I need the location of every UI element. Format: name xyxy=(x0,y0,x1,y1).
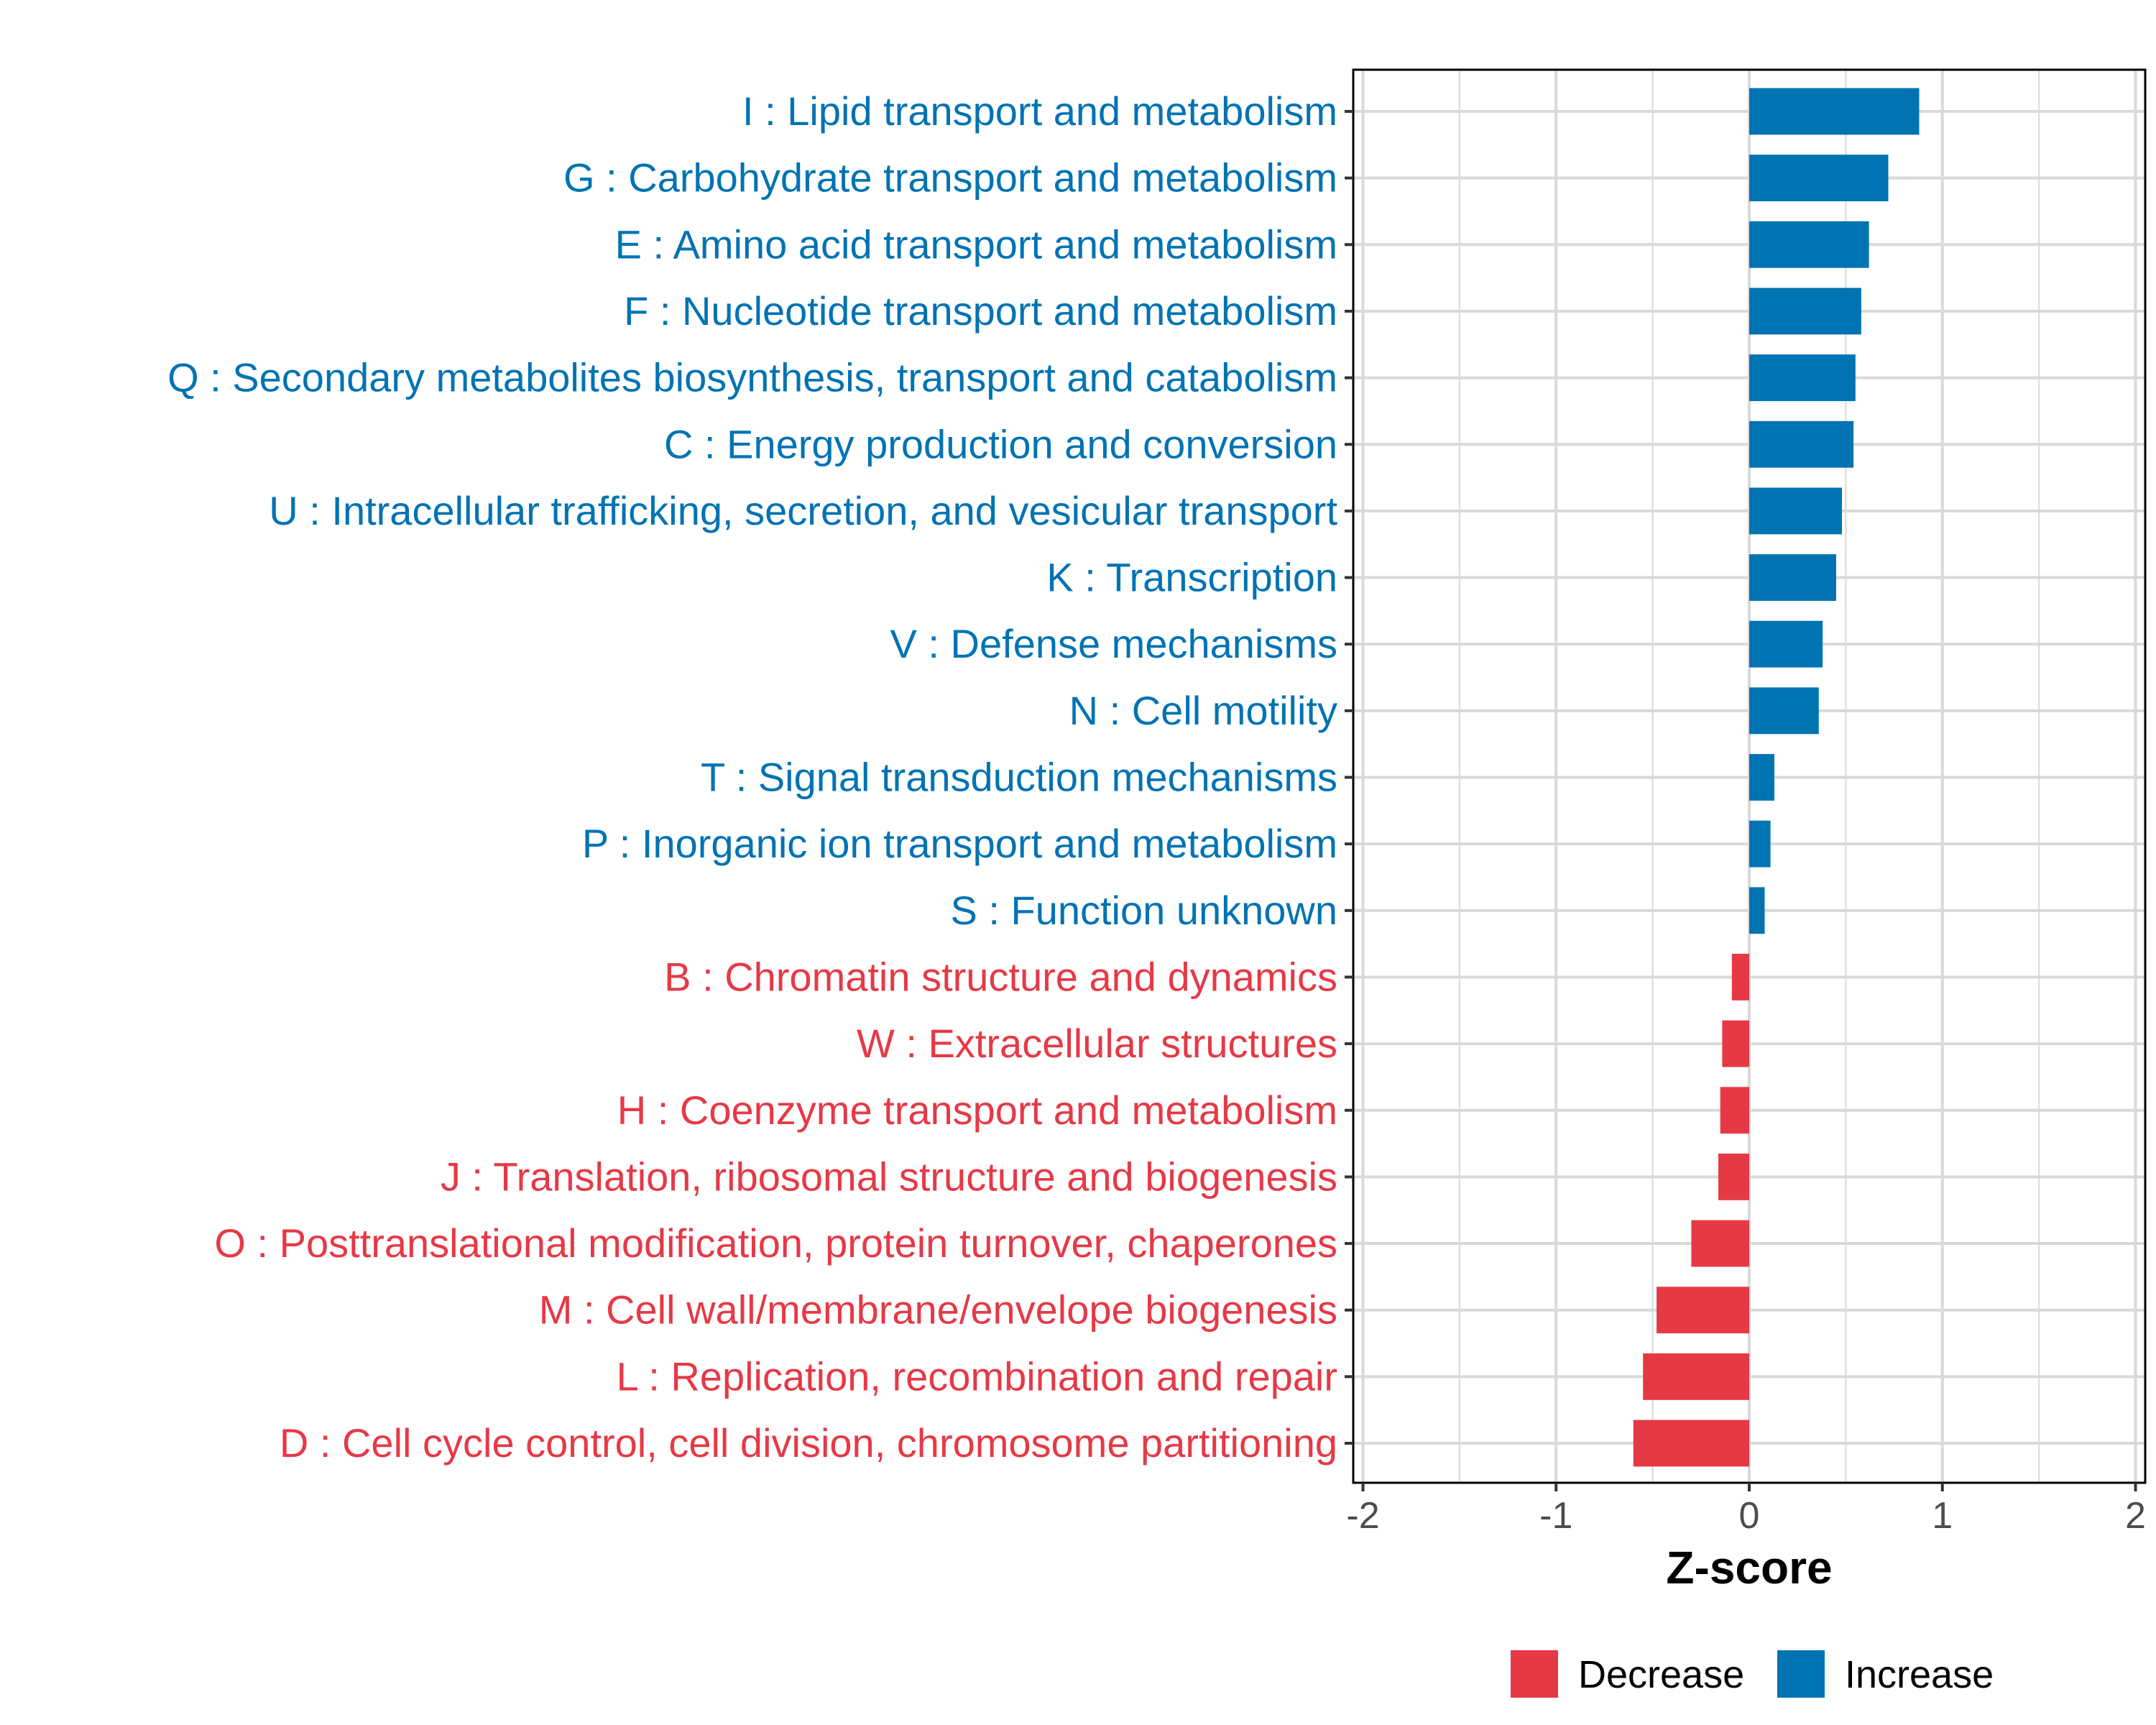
bars xyxy=(1633,88,1920,1467)
x-tick-label: 1 xyxy=(1932,1495,1953,1537)
bar-increase xyxy=(1749,887,1765,934)
category-label: D : Cell cycle control, cell division, c… xyxy=(280,1420,1337,1466)
category-label: N : Cell motility xyxy=(1069,688,1337,733)
category-label: H : Coenzyme transport and metabolism xyxy=(617,1087,1337,1133)
x-tick-label: 0 xyxy=(1739,1495,1760,1537)
category-label: K : Transcription xyxy=(1046,555,1337,600)
bar-increase xyxy=(1749,554,1836,601)
category-label: J : Translation, ribosomal structure and… xyxy=(441,1154,1337,1199)
bar-increase xyxy=(1749,754,1774,801)
bar-increase xyxy=(1749,354,1856,402)
category-label: U : Intracellular trafficking, secretion… xyxy=(269,488,1337,533)
bar-decrease xyxy=(1722,1020,1749,1067)
category-label: P : Inorganic ion transport and metaboli… xyxy=(582,821,1337,866)
bar-decrease xyxy=(1718,1153,1749,1200)
bar-increase xyxy=(1749,620,1823,668)
bar-increase xyxy=(1749,487,1842,535)
x-tick-label: -2 xyxy=(1346,1495,1379,1537)
bar-increase xyxy=(1749,687,1819,735)
category-label: G : Carbohydrate transport and metabolis… xyxy=(563,155,1337,201)
bar-decrease xyxy=(1731,954,1749,1000)
category-label: C : Energy production and conversion xyxy=(664,421,1337,466)
bar-increase xyxy=(1749,288,1861,335)
axis-ticks: -2 -1 0 1 2 xyxy=(1345,110,2146,1537)
category-label: E : Amino acid transport and metabolism xyxy=(615,221,1337,267)
bar-increase xyxy=(1749,420,1854,468)
category-label: O : Posttranslational modification, prot… xyxy=(214,1220,1337,1266)
category-label: B : Chromatin structure and dynamics xyxy=(664,954,1337,999)
bar-decrease xyxy=(1657,1287,1749,1334)
legend: Decrease Increase xyxy=(1511,1650,1994,1698)
category-label: V : Defense mechanisms xyxy=(890,621,1337,666)
bar-increase xyxy=(1749,88,1920,135)
category-labels: I : Lipid transport and metabolism G : Ca… xyxy=(167,88,1337,1466)
category-label: T : Signal transduction mechanisms xyxy=(701,755,1337,800)
bar-increase xyxy=(1749,221,1869,268)
category-label: M : Cell wall/membrane/envelope biogenes… xyxy=(539,1287,1337,1333)
legend-key-increase xyxy=(1777,1650,1825,1698)
category-label: W : Extracellular structures xyxy=(857,1021,1337,1066)
legend-label-increase: Increase xyxy=(1845,1653,1994,1696)
category-label: S : Function unknown xyxy=(950,888,1337,933)
legend-key-decrease xyxy=(1511,1650,1558,1698)
bar-decrease xyxy=(1633,1420,1749,1467)
bar-increase xyxy=(1749,155,1889,202)
category-label: L : Replication, recombination and repai… xyxy=(617,1353,1337,1399)
category-label: I : Lipid transport and metabolism xyxy=(742,88,1337,134)
x-tick-label: 2 xyxy=(2125,1495,2146,1537)
bar-decrease xyxy=(1643,1353,1749,1400)
x-tick-label: -1 xyxy=(1539,1495,1572,1537)
bar-decrease xyxy=(1720,1087,1749,1134)
legend-label-decrease: Decrease xyxy=(1578,1653,1744,1696)
category-label: Q : Secondary metabolites biosynthesis, … xyxy=(167,355,1337,400)
bar-decrease xyxy=(1691,1220,1749,1267)
category-label: F : Nucleotide transport and metabolism xyxy=(624,288,1337,334)
bar-increase xyxy=(1749,820,1771,868)
x-axis-title: Z-score xyxy=(1666,1542,1832,1593)
